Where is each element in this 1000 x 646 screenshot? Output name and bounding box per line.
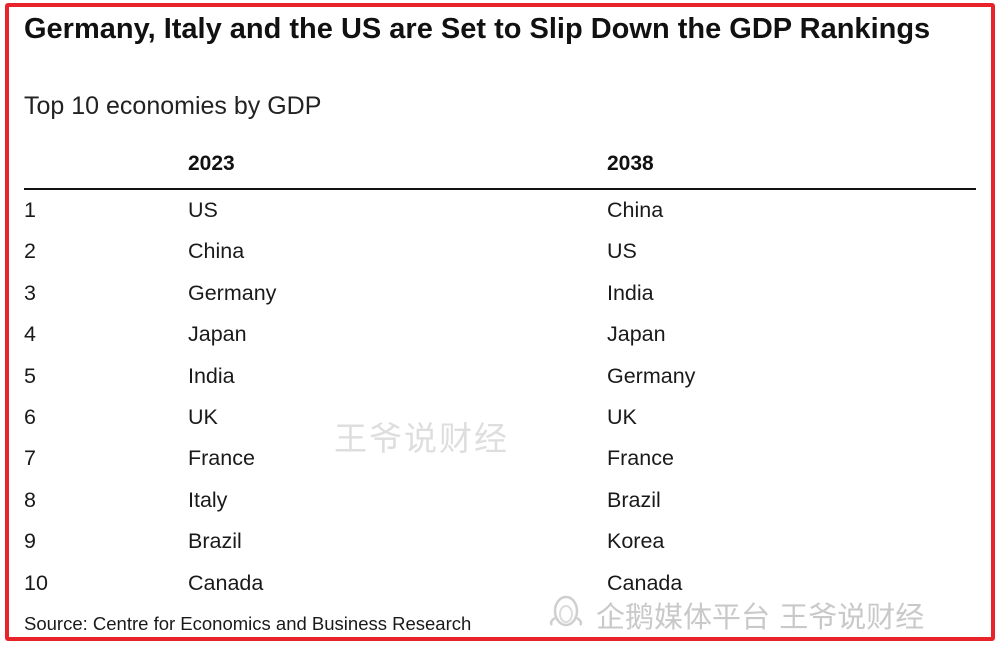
table-row: 7 France France <box>0 438 1000 479</box>
corner-watermark: 企鹅媒体平台 王爷说财经 <box>596 600 925 634</box>
country-2038-cell: Brazil <box>607 487 661 512</box>
table-row: 1 US China <box>0 190 1000 231</box>
country-2038-cell: India <box>607 280 654 305</box>
country-2023-cell: US <box>188 198 218 222</box>
center-watermark: 王爷说财经 <box>334 419 509 458</box>
country-2023-cell: Germany <box>188 280 277 305</box>
rank-cell: 6 <box>24 404 36 429</box>
rank-cell: 4 <box>24 322 36 347</box>
country-2023-cell: Japan <box>188 322 247 347</box>
table-row: 9 Brazil Korea <box>0 521 1000 562</box>
country-2038-cell: Korea <box>607 529 665 554</box>
chart-subtitle: Top 10 economies by GDP <box>24 92 322 120</box>
table-row: 4 Japan Japan <box>0 314 1000 355</box>
country-2023-cell: France <box>188 446 255 471</box>
table-row: 6 UK UK <box>0 397 1000 438</box>
ranking-table-body: 1 US China 2 China US 3 Germany India 4 Japan Japan… <box>0 190 1000 604</box>
table-row: 8 Italy Brazil <box>0 480 1000 521</box>
column-header-2023: 2023 <box>188 152 235 175</box>
country-2023-cell: Canada <box>188 570 264 595</box>
chart-title: Germany, Italy and the US are Set to Sli… <box>24 13 931 45</box>
country-2038-cell: Japan <box>607 322 666 347</box>
highlight-frame <box>5 3 995 641</box>
country-2038-cell: France <box>607 446 674 471</box>
table-row: 3 Germany India <box>0 273 1000 314</box>
country-2023-cell: Brazil <box>188 529 242 554</box>
country-2038-cell: China <box>607 198 664 222</box>
country-2038-cell: UK <box>607 404 637 429</box>
table-row: 2 China US <box>0 231 1000 272</box>
country-2023-cell: China <box>188 239 245 264</box>
rank-cell: 3 <box>24 280 36 305</box>
rank-cell: 5 <box>24 363 36 388</box>
rank-cell: 9 <box>24 529 36 554</box>
source-note: Source: Centre for Economics and Busines… <box>24 613 472 634</box>
rank-cell: 7 <box>24 446 36 471</box>
rank-cell: 8 <box>24 487 36 512</box>
header-rule <box>24 188 976 190</box>
country-2038-cell: Germany <box>607 363 696 388</box>
country-2023-cell: India <box>188 363 235 388</box>
table-row: 10 Canada Canada <box>0 563 1000 604</box>
rank-cell: 2 <box>24 239 36 264</box>
country-2023-cell: UK <box>188 404 218 429</box>
column-header-2038: 2038 <box>607 152 654 175</box>
rank-cell: 10 <box>24 570 48 595</box>
rank-cell: 1 <box>24 198 36 222</box>
penguin-logo-icon <box>549 595 583 627</box>
country-2038-cell: US <box>607 239 637 264</box>
country-2038-cell: Canada <box>607 570 683 595</box>
country-2023-cell: Italy <box>188 487 228 512</box>
table-row: 5 India Germany <box>0 356 1000 397</box>
